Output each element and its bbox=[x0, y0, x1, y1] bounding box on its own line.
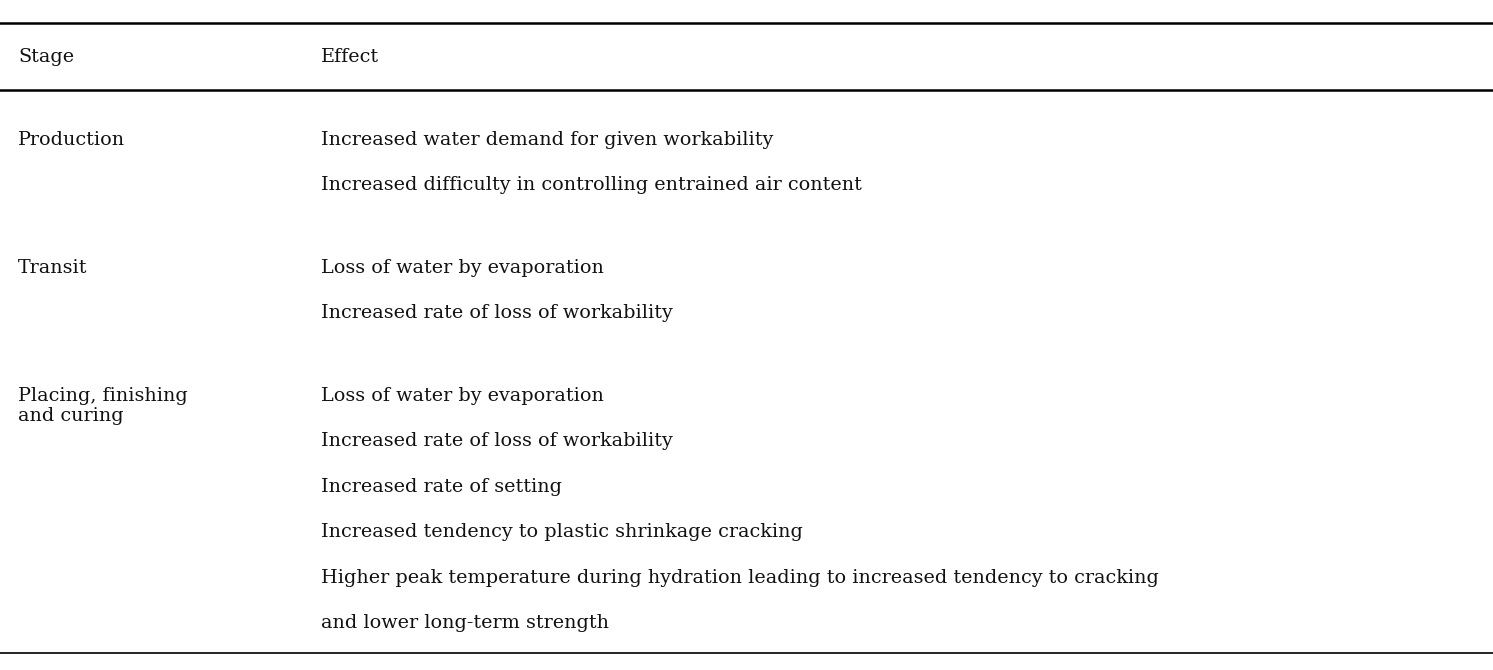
Text: Loss of water by evaporation: Loss of water by evaporation bbox=[321, 387, 603, 405]
Text: and lower long-term strength: and lower long-term strength bbox=[321, 614, 609, 632]
Text: Production: Production bbox=[18, 131, 125, 149]
Text: Higher peak temperature during hydration leading to increased tendency to cracki: Higher peak temperature during hydration… bbox=[321, 569, 1159, 587]
Text: Increased water demand for given workability: Increased water demand for given workabi… bbox=[321, 131, 773, 149]
Text: Loss of water by evaporation: Loss of water by evaporation bbox=[321, 259, 603, 277]
Text: Stage: Stage bbox=[18, 48, 75, 66]
Text: Increased rate of loss of workability: Increased rate of loss of workability bbox=[321, 432, 673, 450]
Text: Increased difficulty in controlling entrained air content: Increased difficulty in controlling entr… bbox=[321, 176, 861, 194]
Text: Increased tendency to plastic shrinkage cracking: Increased tendency to plastic shrinkage … bbox=[321, 523, 803, 541]
Text: Increased rate of loss of workability: Increased rate of loss of workability bbox=[321, 304, 673, 322]
Text: Increased rate of setting: Increased rate of setting bbox=[321, 478, 561, 496]
Text: Effect: Effect bbox=[321, 48, 379, 66]
Text: Placing, finishing
and curing: Placing, finishing and curing bbox=[18, 387, 188, 425]
Text: Transit: Transit bbox=[18, 259, 88, 277]
